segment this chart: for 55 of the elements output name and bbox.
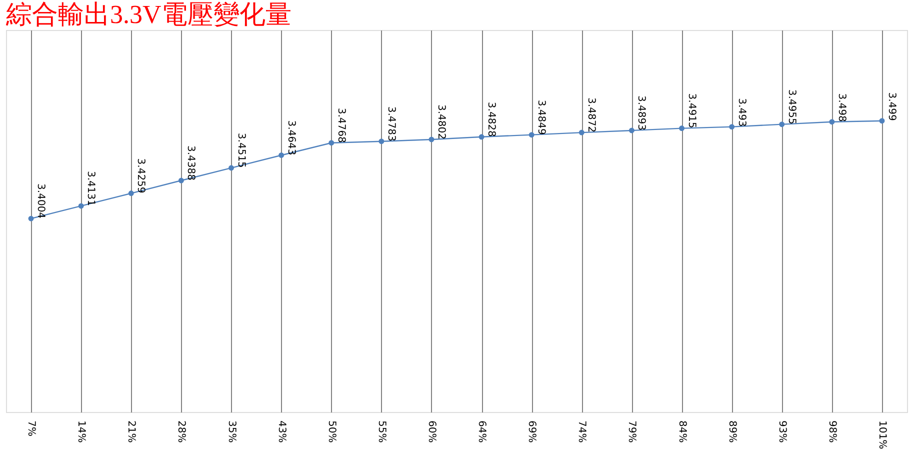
data-label: 3.4802 (435, 104, 446, 140)
data-label: 3.4849 (536, 100, 547, 135)
x-tick-label: 28% (176, 420, 187, 443)
data-label: 3.4828 (486, 102, 497, 137)
point (178, 178, 184, 184)
x-tick-label: 43% (276, 420, 287, 443)
data-label: 3.4515 (235, 132, 246, 168)
data-label: 3.4872 (586, 98, 597, 133)
x-tick-label: 7% (26, 420, 37, 436)
data-label: 3.493 (736, 98, 747, 127)
point (578, 130, 584, 136)
data-label: 3.4893 (636, 95, 647, 130)
point (478, 134, 484, 140)
x-tick-label: 84% (676, 420, 688, 443)
x-tick-label: 89% (726, 420, 738, 443)
chart-title: 綜合輸出3.3V電壓變化量 (5, 0, 292, 29)
x-tick-label: 50% (326, 420, 337, 443)
data-label: 3.4643 (285, 120, 296, 156)
data-label: 3.4783 (385, 106, 396, 142)
x-tick-label: 69% (526, 420, 538, 443)
point (278, 152, 284, 158)
x-tick-label: 98% (826, 420, 838, 443)
x-tick-label: 93% (776, 420, 788, 443)
point (779, 122, 785, 128)
point (679, 126, 684, 132)
x-tick-label: 79% (626, 420, 638, 443)
data-label: 3.4131 (85, 170, 96, 206)
point (78, 203, 84, 209)
point (378, 138, 384, 144)
data-label: 3.498 (836, 93, 847, 122)
point (328, 140, 334, 146)
x-tick-label: 64% (476, 420, 488, 443)
x-tick-label: 60% (426, 420, 437, 443)
x-tick-label: 74% (576, 420, 588, 443)
point (729, 124, 735, 130)
point (428, 136, 434, 142)
point (28, 216, 34, 222)
x-tick-label: 21% (126, 420, 137, 443)
x-tick-label: 35% (226, 420, 237, 443)
point (628, 128, 634, 134)
data-label: 3.499 (886, 92, 897, 121)
data-label: 3.4955 (786, 89, 797, 124)
data-label: 3.4388 (185, 146, 196, 181)
data-label: 3.4259 (135, 158, 146, 194)
point (879, 118, 885, 124)
point (528, 132, 534, 138)
point (829, 119, 835, 125)
data-label: 3.4768 (335, 108, 346, 143)
x-tick-label: 14% (76, 420, 87, 443)
data-label: 3.4004 (35, 184, 46, 219)
data-label: 3.4915 (686, 93, 697, 128)
x-tick-label: 55% (376, 420, 387, 443)
x-tick-label: 101% (876, 420, 888, 450)
point (228, 165, 234, 171)
point (128, 190, 134, 196)
